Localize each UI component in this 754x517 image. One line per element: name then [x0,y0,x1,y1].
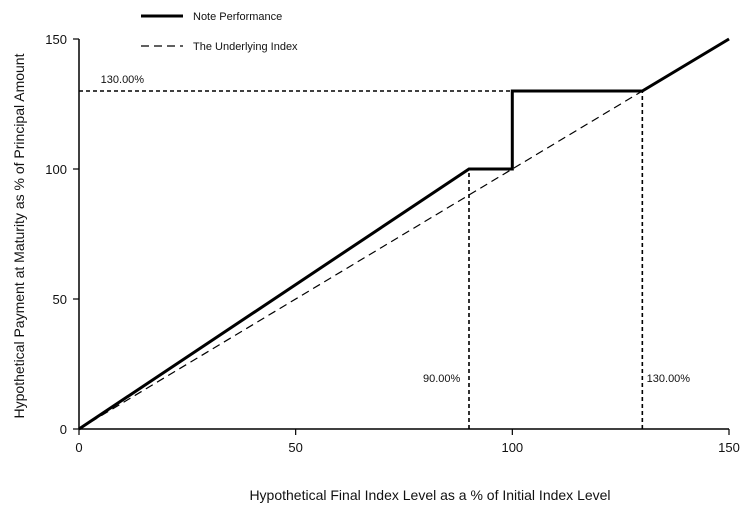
x-axis-title: Hypothetical Final Index Level as a % of… [249,487,610,503]
series-line-underlying-index [78,38,730,430]
y-tick-label: 100 [45,162,67,177]
y-axis-title: Hypothetical Payment at Maturity as % of… [11,53,27,418]
y-tick-label: 50 [53,292,67,307]
x-tick-label: 150 [718,440,740,455]
legend-label: Note Performance [193,11,282,23]
x-tick-label: 0 [75,440,82,455]
x-tick-label: 50 [288,440,302,455]
axes: 0 50 100 150 0 50 100 150 [45,32,740,455]
annotation-label: 130.00% [647,373,691,385]
x-tick-label: 100 [501,440,523,455]
y-tick-label: 0 [60,422,67,437]
annotation-label: 130.00% [101,74,145,86]
annotation-label: 90.00% [423,373,461,385]
legend-label: The Underlying Index [193,41,298,53]
legend: Note Performance The Underlying Index [141,11,298,53]
y-tick-label: 150 [45,32,67,47]
plot-area: 130.00% 90.00% 130.00% [78,37,730,431]
